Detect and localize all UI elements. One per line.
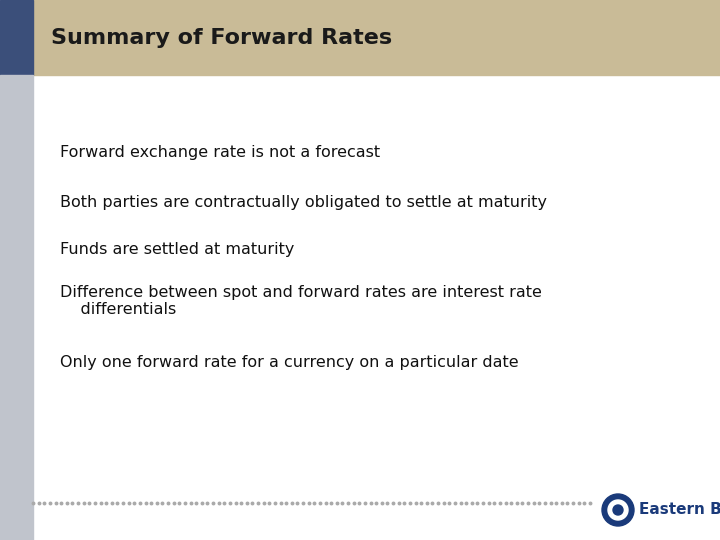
Text: Summary of Forward Rates: Summary of Forward Rates xyxy=(51,28,392,48)
Bar xyxy=(0,0,33,75)
Circle shape xyxy=(613,505,623,515)
Circle shape xyxy=(602,494,634,526)
Text: Eastern Bank: Eastern Bank xyxy=(639,503,720,517)
Text: Both parties are contractually obligated to settle at maturity: Both parties are contractually obligated… xyxy=(60,195,547,210)
Text: Funds are settled at maturity: Funds are settled at maturity xyxy=(60,242,294,257)
Text: Forward exchange rate is not a forecast: Forward exchange rate is not a forecast xyxy=(60,145,380,160)
Bar xyxy=(0,75,33,540)
Text: Only one forward rate for a currency on a particular date: Only one forward rate for a currency on … xyxy=(60,355,518,370)
Circle shape xyxy=(608,500,628,520)
Text: Difference between spot and forward rates are interest rate
    differentials: Difference between spot and forward rate… xyxy=(60,285,542,318)
Bar xyxy=(33,0,720,75)
